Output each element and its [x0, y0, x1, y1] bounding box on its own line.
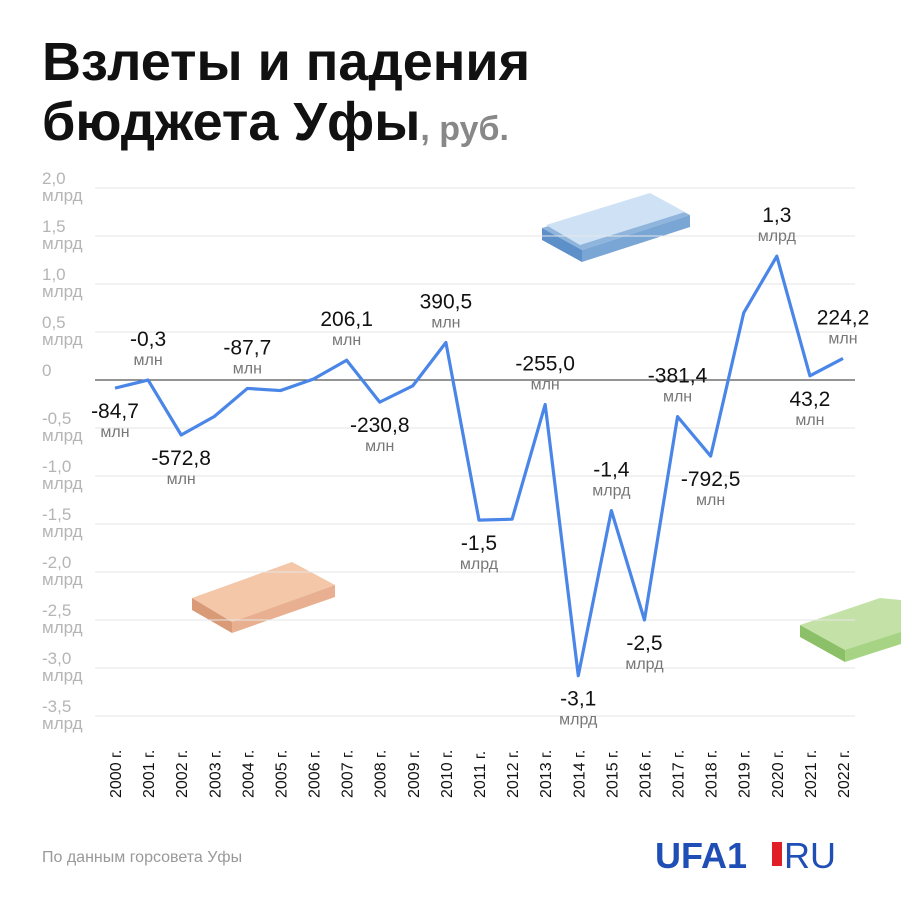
x-tick-label: 2007 г. [340, 750, 357, 798]
x-tick-label: 2008 г. [373, 750, 390, 798]
value-label: -0,3 млн [130, 328, 166, 369]
banknote-2000 [542, 193, 690, 262]
x-tick-label: 2004 г. [240, 750, 257, 798]
x-tick-label: 2013 г. [538, 750, 555, 798]
y-tick-label: -2,5 млрд [42, 601, 83, 637]
value-label: -87,7 млн [223, 336, 271, 377]
x-tick-label: 2020 г. [770, 750, 787, 798]
x-tick-label: 2009 г. [406, 750, 423, 798]
y-tick-label: -3,5 млрд [42, 697, 83, 733]
x-tick-label: 2016 г. [637, 750, 654, 798]
chart-subtitle: , руб. [420, 110, 509, 148]
x-tick-label: 2011 г. [472, 751, 489, 798]
value-label: -572,8 млн [151, 447, 211, 488]
value-label: -792,5 млн [681, 468, 741, 509]
logo-mark [772, 842, 782, 866]
y-tick-label: 1,5 млрд [42, 217, 83, 253]
value-label: 43,2 млн [789, 388, 830, 429]
banknote-5000 [192, 562, 335, 633]
x-tick-label: 2022 г. [836, 750, 853, 798]
x-tick-label: 2019 г. [737, 750, 754, 798]
y-tick-label: -1,5 млрд [42, 505, 83, 541]
y-tick-label: 0 [42, 361, 51, 380]
value-label: -230,8 млн [350, 414, 410, 455]
x-tick-label: 2001 г. [141, 750, 158, 798]
x-tick-label: 2003 г. [207, 750, 224, 798]
x-tick-label: 2000 г. [108, 750, 125, 798]
logo-brand: UFA1 [655, 835, 747, 876]
y-tick-label: -0,5 млрд [42, 409, 83, 445]
value-label: -255,0 млн [515, 352, 575, 393]
value-label: 224,2 млн [817, 306, 870, 347]
logo-domain: RU [784, 835, 836, 876]
value-label: 390,5 млн [420, 291, 473, 332]
x-tick-label: 2014 г. [571, 750, 588, 798]
x-tick-label: 2002 г. [174, 750, 191, 798]
source: По данным горсовета Уфы [42, 849, 242, 866]
x-tick-label: 2005 г. [273, 750, 290, 798]
chart-title-line2: бюджета Уфы, руб. [42, 92, 509, 152]
value-label: 1,3 млрд [758, 204, 797, 245]
value-label: -1,4 млрд [592, 459, 631, 500]
x-tick-label: 2015 г. [604, 750, 621, 798]
banknote-200 [800, 598, 901, 662]
y-tick-label: -3,0 млрд [42, 649, 83, 685]
chart-title: Взлеты и падения [42, 32, 530, 92]
x-tick-label: 2012 г. [505, 750, 522, 798]
x-tick-label: 2017 г. [671, 750, 688, 798]
y-tick-label: 0,5 млрд [42, 313, 83, 349]
y-tick-label: -1,0 млрд [42, 457, 83, 493]
y-tick-label: 2,0 млрд [42, 169, 83, 205]
value-label: -84,7 млн [91, 400, 139, 441]
y-tick-label: 1,0 млрд [42, 265, 83, 301]
x-tick-label: 2010 г. [439, 750, 456, 798]
value-label: 206,1 млн [320, 308, 373, 349]
x-tick-label: 2021 г. [803, 750, 820, 798]
value-label: -1,5 млрд [460, 532, 499, 573]
line [114, 254, 844, 678]
value-label: -381,4 млн [648, 365, 708, 406]
value-label: -2,5 млрд [625, 632, 664, 673]
x-tick-label: 2006 г. [307, 750, 324, 798]
y-tick-label: -2,0 млрд [42, 553, 83, 589]
value-label: -3,1 млрд [559, 688, 598, 729]
x-tick-label: 2018 г. [704, 750, 721, 798]
